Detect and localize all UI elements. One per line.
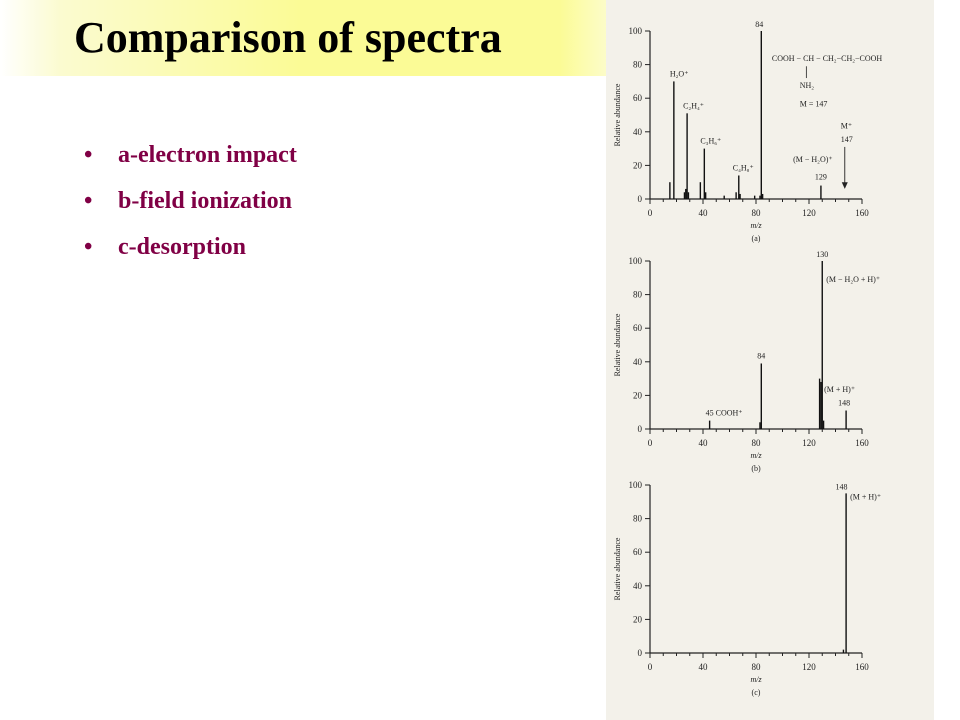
x-tick-label: 0 [648, 662, 653, 672]
peak-annotation: (M + H)⁺ [824, 385, 855, 394]
y-tick-label: 60 [633, 547, 643, 557]
slide-title: Comparison of spectra [74, 13, 502, 62]
x-tick-label: 120 [802, 438, 816, 448]
x-tick-label: 40 [699, 662, 709, 672]
peak-annotation: C₄H₈⁺ [733, 163, 754, 172]
peak-annotation: 147 [841, 135, 853, 144]
chart-caption: (b) [751, 464, 761, 473]
x-axis-label: m/z [750, 675, 762, 684]
bullet-item: • a-electron impact [84, 142, 297, 188]
structure-mass: M = 147 [800, 100, 828, 109]
x-tick-label: 160 [855, 662, 869, 672]
x-tick-label: 40 [699, 208, 709, 218]
bullet-item: • c-desorption [84, 234, 297, 280]
x-tick-label: 120 [802, 662, 816, 672]
y-tick-label: 80 [633, 290, 643, 300]
peak-annotation: M⁺ [841, 121, 852, 130]
y-axis-label: Relative abundance [613, 313, 622, 376]
spectra-panel [606, 0, 934, 720]
x-tick-label: 80 [752, 208, 762, 218]
x-tick-label: 80 [752, 662, 762, 672]
bullet-text: c-desorption [118, 234, 246, 260]
bullet-item: • b-field ionization [84, 188, 297, 234]
y-tick-label: 40 [633, 357, 643, 367]
peak-annotation: (M + H)⁺ [850, 492, 881, 501]
y-tick-label: 20 [633, 614, 643, 624]
x-tick-label: 0 [648, 208, 653, 218]
peak-annotation: 45 COOH⁺ [706, 409, 743, 418]
structure-amine: NH₂ [800, 81, 815, 90]
peak-annotation: C₃H₆⁺ [700, 137, 721, 146]
y-tick-label: 80 [633, 60, 643, 70]
y-tick-label: 20 [633, 390, 643, 400]
peak-annotation: 148 [835, 482, 847, 491]
y-tick-label: 100 [629, 256, 643, 266]
y-tick-label: 40 [633, 581, 643, 591]
y-tick-label: 60 [633, 323, 643, 333]
bullet-dot: • [84, 188, 93, 214]
y-tick-label: 100 [629, 26, 643, 36]
title-band [0, 0, 640, 76]
y-axis-label: Relative abundance [613, 83, 622, 146]
bullet-list: • a-electron impact • b-field ionization •… [84, 142, 297, 280]
bullet-text: a-electron impact [118, 142, 297, 168]
peak-annotation: 130 [816, 250, 828, 259]
y-tick-label: 0 [638, 424, 643, 434]
x-axis-label: m/z [750, 221, 762, 230]
peak-annotation: H₂O⁺ [670, 69, 689, 78]
peak-annotation: 84 [757, 351, 765, 360]
y-tick-label: 100 [629, 480, 643, 490]
x-tick-label: 0 [648, 438, 653, 448]
y-tick-label: 0 [638, 648, 643, 658]
x-axis-label: m/z [750, 451, 762, 460]
molecular-ion-arrowhead [841, 182, 848, 189]
mass-spectra-figure: 0 20 40 60 80 100 0 40 80 120 160 m/z (a) Relative ab… [613, 20, 883, 697]
chart-caption: (a) [752, 234, 761, 243]
y-tick-label: 40 [633, 127, 643, 137]
x-tick-label: 160 [855, 208, 869, 218]
x-tick-label: 80 [752, 438, 762, 448]
x-tick-label: 120 [802, 208, 816, 218]
peak-annotation: (M − H₂O)⁺ [793, 155, 833, 164]
chart-caption: (c) [752, 688, 761, 697]
bullet-text: b-field ionization [118, 188, 293, 214]
x-tick-label: 160 [855, 438, 869, 448]
y-tick-label: 60 [633, 93, 643, 103]
bullet-dot: • [84, 142, 93, 168]
y-tick-label: 80 [633, 514, 643, 524]
y-axis-label: Relative abundance [613, 537, 622, 600]
structure-formula: COOH − CH − CH₂−CH₂−COOH [772, 54, 883, 63]
x-tick-label: 40 [699, 438, 709, 448]
peak-annotation: 84 [755, 20, 763, 29]
y-tick-label: 0 [638, 194, 643, 204]
y-tick-label: 20 [633, 160, 643, 170]
peak-annotation: 129 [815, 173, 827, 182]
peak-annotation: (M − H₂O + H)⁺ [826, 275, 880, 284]
bullet-dot: • [84, 234, 93, 260]
peak-annotation: 148 [838, 398, 850, 407]
peak-annotation: C₂H₄⁺ [683, 101, 704, 110]
